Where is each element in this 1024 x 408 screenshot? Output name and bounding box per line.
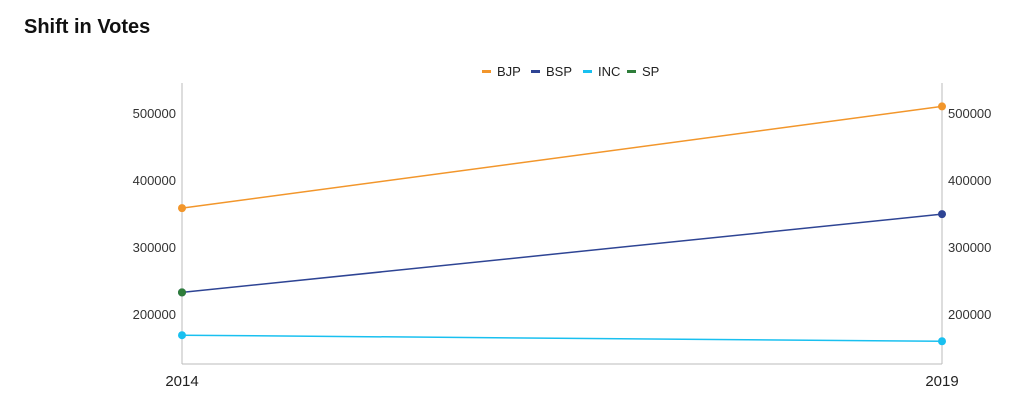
data-point-bjp — [178, 204, 186, 213]
series-line-inc — [181, 334, 943, 343]
legend-swatch-sp — [627, 70, 636, 73]
legend-label-sp: SP — [642, 64, 659, 79]
legend-label-bjp: BJP — [497, 64, 521, 79]
data-points — [178, 102, 946, 346]
legend-swatch-bjp — [482, 70, 491, 73]
legend-swatch-inc — [583, 70, 592, 73]
chart-title: Shift in Votes — [24, 16, 151, 38]
series-line-bsp — [181, 213, 943, 294]
y-tick-label-right: 300000 — [948, 240, 991, 255]
data-point-inc — [178, 331, 186, 340]
x-tick-label: 2019 — [925, 373, 958, 390]
legend-label-inc: INC — [598, 64, 620, 79]
series-line-bjp — [181, 105, 943, 209]
legend-label-bsp: BSP — [546, 64, 572, 79]
y-tick-label-left: 400000 — [133, 173, 176, 188]
x-tick-label: 2014 — [165, 373, 198, 390]
y-tick-label-left: 500000 — [133, 106, 176, 121]
data-point-inc — [938, 337, 946, 346]
data-point-bsp — [938, 210, 946, 219]
data-point-bjp — [938, 102, 946, 111]
y-tick-label-right: 500000 — [948, 106, 991, 121]
axes: 200000 200000 300000 300000 400000 400000 5000… — [133, 83, 991, 390]
y-tick-label-left: 200000 — [133, 307, 176, 322]
y-tick-label-right: 400000 — [948, 173, 991, 188]
data-point-sp — [178, 288, 186, 297]
y-tick-label-left: 300000 — [133, 240, 176, 255]
legend: BJP BSP INC SP — [482, 64, 659, 79]
y-tick-label-right: 200000 — [948, 307, 991, 322]
legend-swatch-bsp — [531, 70, 540, 73]
series-lines — [181, 105, 943, 343]
